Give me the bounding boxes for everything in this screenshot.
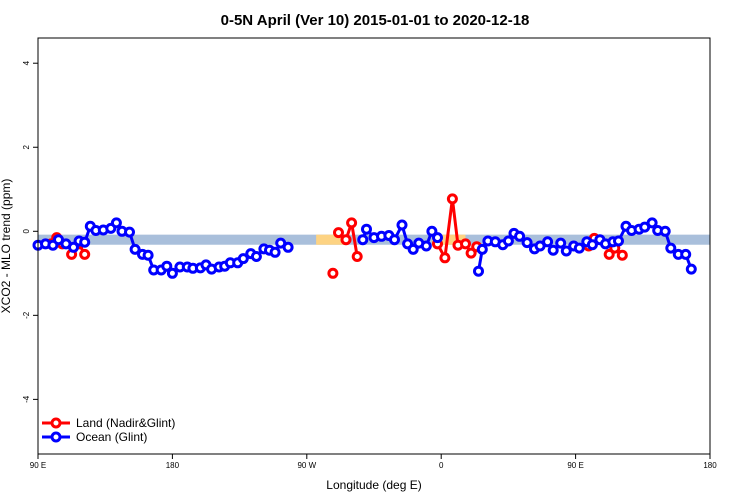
data-point-ocean: [426, 225, 438, 237]
data-point-ocean: [476, 243, 488, 255]
y-tick-label: 2: [22, 144, 31, 149]
data-point-ocean: [282, 241, 294, 253]
data-point-ocean: [129, 243, 141, 255]
data-point-ocean: [79, 236, 91, 248]
x-tick-label: 90 E: [567, 461, 583, 470]
plot-region: [32, 193, 710, 279]
data-point-ocean: [646, 217, 658, 229]
y-axis-ticks: -4 -2 0 2 4: [22, 60, 38, 403]
y-tick-label: -4: [22, 395, 31, 403]
data-point-land: [439, 252, 451, 264]
data-point-ocean: [542, 236, 554, 248]
data-point-ocean: [396, 219, 408, 231]
y-tick-label: -2: [22, 311, 31, 319]
data-point-land: [465, 247, 477, 259]
data-point-ocean: [420, 240, 432, 252]
x-axis-ticks: 90 E 180 90 W 0 90 E 180: [30, 454, 717, 470]
data-point-ocean: [407, 243, 419, 255]
legend-ocean-marker: [50, 431, 62, 443]
data-point-ocean: [659, 225, 671, 237]
data-point-ocean: [547, 244, 559, 256]
data-point-ocean: [665, 242, 677, 254]
data-point-land: [616, 249, 628, 261]
x-axis-label: Longitude (deg E): [326, 478, 421, 492]
data-point-ocean: [432, 232, 443, 244]
data-point-ocean: [389, 234, 400, 246]
x-tick-label: 0: [439, 461, 444, 470]
y-tick-label: 0: [22, 229, 31, 234]
x-tick-label: 180: [703, 461, 717, 470]
data-point-ocean: [269, 246, 281, 258]
x-tick-label: 90 E: [30, 461, 46, 470]
data-point-land: [460, 238, 471, 250]
data-point-ocean: [237, 253, 249, 265]
data-point-ocean: [166, 267, 178, 279]
series-ocean: [32, 217, 697, 279]
data-point-land: [340, 234, 352, 246]
legend-land-label: Land (Nadir&Glint): [76, 416, 175, 430]
data-point-ocean: [560, 245, 572, 257]
data-point-ocean: [361, 223, 372, 235]
legend-ocean-label: Ocean (Glint): [76, 430, 147, 444]
data-point-ocean: [161, 260, 173, 272]
data-point-ocean: [473, 265, 484, 277]
data-point-ocean: [613, 235, 624, 247]
legend-land-marker: [50, 417, 62, 429]
data-point-land: [346, 217, 358, 229]
y-tick-label: 4: [22, 60, 31, 65]
data-point-ocean: [573, 242, 585, 254]
data-point-ocean: [110, 217, 122, 229]
x-tick-label: 180: [166, 461, 180, 470]
data-point-ocean: [521, 237, 533, 249]
data-point-ocean: [124, 226, 135, 238]
data-point-ocean: [514, 230, 526, 242]
trend-band-highlight: [316, 234, 345, 245]
data-point-land: [79, 248, 91, 260]
plot-frame: [37, 37, 711, 455]
data-point-ocean: [250, 251, 262, 262]
data-point-land: [351, 251, 363, 262]
data-point-ocean: [586, 239, 598, 251]
data-point-ocean: [68, 241, 79, 253]
y-axis-label: XCO2 - MLO trend (ppm): [0, 179, 13, 314]
chart-title: 0-5N April (Ver 10) 2015-01-01 to 2020-1…: [221, 12, 530, 29]
legend: Land (Nadir&Glint) Ocean (Glint): [42, 416, 175, 444]
data-point-land: [333, 227, 344, 239]
data-point-land: [327, 267, 339, 279]
data-point-ocean: [555, 237, 567, 249]
x-tick-label: 90 W: [297, 461, 316, 470]
data-point-ocean: [142, 249, 154, 261]
data-point-ocean: [357, 234, 369, 246]
data-point-land: [446, 193, 458, 205]
data-point-land: [603, 248, 615, 260]
data-point-ocean: [502, 235, 514, 247]
data-point-ocean: [685, 263, 697, 275]
data-point-ocean: [680, 248, 692, 260]
